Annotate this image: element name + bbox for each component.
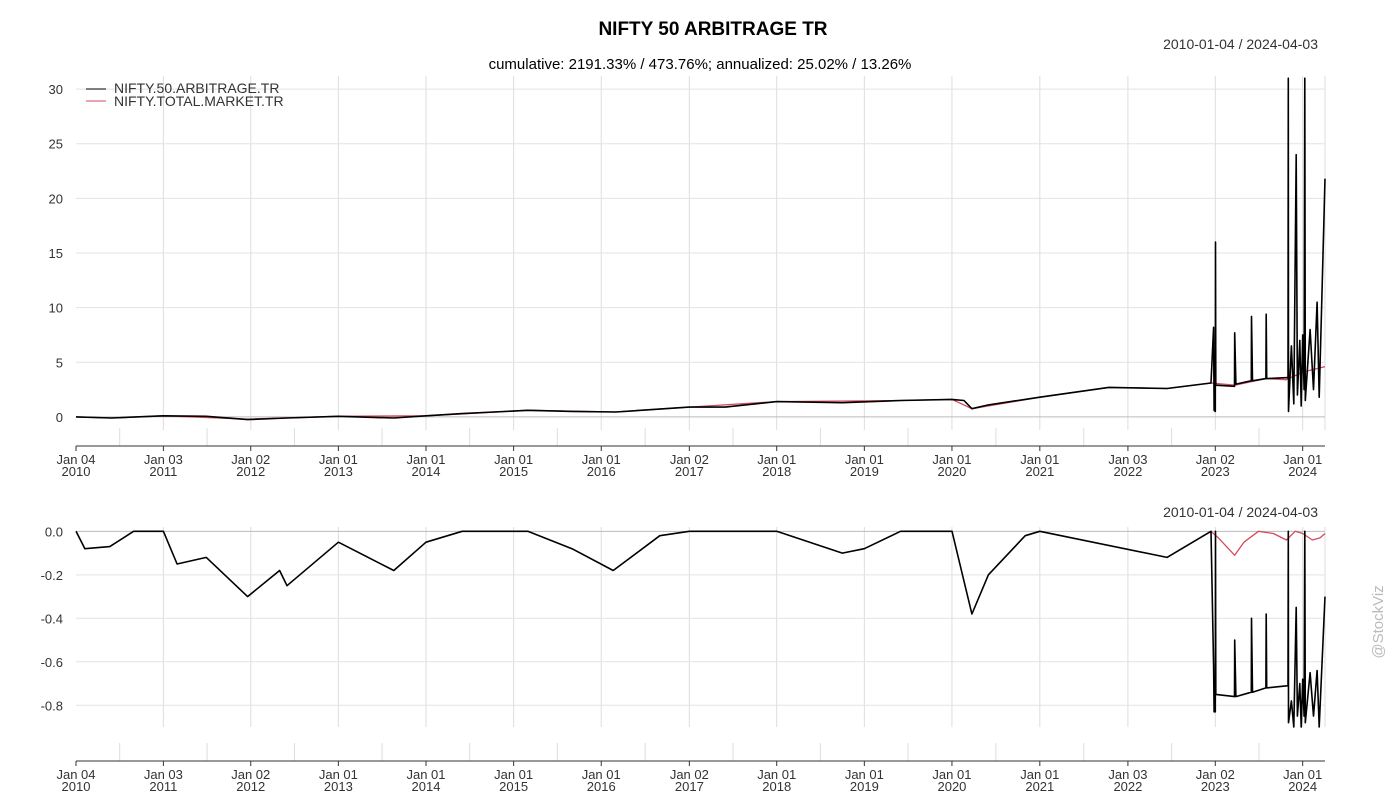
x-tick-label-date: Jan 04 (56, 452, 95, 467)
y-tick-label: 15 (49, 246, 63, 261)
x-tick-label-date: Jan 01 (932, 452, 971, 467)
x-tick-label-date: Jan 01 (757, 767, 796, 782)
series-line-nifty-total-market-tr (75, 365, 1326, 420)
x-tick-label-date: Jan 01 (494, 767, 533, 782)
x-tick-label-date: Jan 01 (845, 452, 884, 467)
legend: NIFTY.50.ARBITRAGE.TR NIFTY.TOTAL.MARKET… (86, 80, 284, 109)
y-tick-label: 30 (49, 82, 63, 97)
top-panel-date-range: 2010-01-04 / 2024-04-03 (1163, 36, 1318, 52)
x-tick-label-date: Jan 01 (319, 452, 358, 467)
y-tick-label: 5 (56, 355, 63, 370)
x-tick-label-year: 2021 (1025, 779, 1054, 794)
x-tick-label-date: Jan 01 (757, 452, 796, 467)
y-tick-label: -0.6 (41, 655, 63, 670)
x-tick-label-year: 2014 (412, 779, 441, 794)
legend-label-arbitrage: NIFTY.50.ARBITRAGE.TR (114, 80, 279, 96)
x-tick-label-year: 2013 (324, 779, 353, 794)
x-tick-label-year: 2012 (236, 464, 265, 479)
x-tick-label-year: 2023 (1201, 464, 1230, 479)
x-tick-label-year: 2010 (62, 779, 91, 794)
x-tick-label-year: 2018 (762, 779, 791, 794)
x-tick-label-year: 2021 (1025, 464, 1054, 479)
chart-subtitle: cumulative: 2191.33% / 473.76%; annualiz… (489, 56, 912, 73)
watermark: @StockViz (1370, 585, 1387, 658)
x-tick-label-date: Jan 01 (319, 767, 358, 782)
y-tick-label: 0 (56, 410, 63, 425)
y-tick-label: 10 (49, 301, 63, 316)
y-tick-label: -0.2 (41, 568, 63, 583)
series-line-nifty-total-market-tr (1210, 530, 1326, 556)
y-tick-label: 25 (49, 137, 63, 152)
x-tick-label-date: Jan 01 (1020, 452, 1059, 467)
x-tick-label-date: Jan 01 (1283, 452, 1322, 467)
x-tick-label-date: Jan 03 (144, 767, 183, 782)
x-tick-label-date: Jan 01 (582, 452, 621, 467)
x-tick-label-year: 2022 (1113, 779, 1142, 794)
x-tick-label-date: Jan 01 (406, 452, 445, 467)
x-tick-label-date: Jan 01 (494, 452, 533, 467)
x-tick-label-year: 2014 (412, 464, 441, 479)
x-tick-label-date: Jan 03 (1108, 452, 1147, 467)
x-tick-label-year: 2020 (937, 464, 966, 479)
x-tick-label-year: 2024 (1288, 779, 1317, 794)
x-tick-label-date: Jan 01 (406, 767, 445, 782)
y-tick-label: -0.4 (41, 611, 63, 626)
x-tick-label-year: 2011 (149, 464, 177, 479)
x-tick-label-year: 2019 (850, 464, 879, 479)
x-tick-label-date: Jan 03 (144, 452, 183, 467)
x-tick-label-year: 2020 (937, 779, 966, 794)
x-tick-label-year: 2016 (587, 464, 616, 479)
x-tick-label-date: Jan 04 (56, 767, 95, 782)
x-tick-label-date: Jan 02 (670, 767, 709, 782)
chart-title: NIFTY 50 ARBITRAGE TR (598, 19, 827, 40)
x-tick-label-date: Jan 01 (845, 767, 884, 782)
x-tick-label-date: Jan 01 (1020, 767, 1059, 782)
series-line-nifty-50-arbitrage-tr (75, 530, 1326, 728)
y-tick-label: -0.8 (41, 698, 63, 713)
y-tick-label: 20 (49, 191, 63, 206)
x-tick-label-year: 2013 (324, 464, 353, 479)
x-tick-label-date: Jan 03 (1108, 767, 1147, 782)
x-tick-label-year: 2018 (762, 464, 791, 479)
x-tick-label-date: Jan 02 (1196, 767, 1235, 782)
x-tick-label-year: 2010 (62, 464, 91, 479)
x-tick-label-date: Jan 02 (1196, 452, 1235, 467)
x-tick-label-year: 2015 (499, 464, 528, 479)
x-tick-label-year: 2024 (1288, 464, 1317, 479)
y-tick-label: 0.0 (45, 524, 63, 539)
x-tick-label-year: 2017 (675, 779, 704, 794)
x-tick-label-year: 2015 (499, 779, 528, 794)
bottom-panel-date-range: 2010-01-04 / 2024-04-03 (1163, 504, 1318, 520)
x-tick-label-year: 2017 (675, 464, 704, 479)
x-tick-label-date: Jan 02 (670, 452, 709, 467)
x-tick-label-year: 2019 (850, 779, 879, 794)
legend-label-total-market: NIFTY.TOTAL.MARKET.TR (114, 93, 284, 109)
x-tick-label-year: 2016 (587, 779, 616, 794)
x-tick-label-year: 2022 (1113, 464, 1142, 479)
x-tick-label-date: Jan 01 (582, 767, 621, 782)
x-tick-label-date: Jan 02 (231, 767, 270, 782)
series-line-nifty-50-arbitrage-tr (75, 77, 1326, 421)
x-tick-label-date: Jan 01 (1283, 767, 1322, 782)
x-tick-label-date: Jan 01 (932, 767, 971, 782)
x-tick-label-date: Jan 02 (231, 452, 270, 467)
x-tick-label-year: 2011 (149, 779, 177, 794)
x-tick-label-year: 2023 (1201, 779, 1230, 794)
x-tick-label-year: 2012 (236, 779, 265, 794)
